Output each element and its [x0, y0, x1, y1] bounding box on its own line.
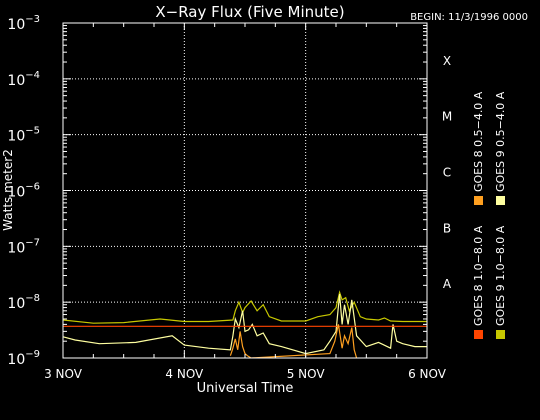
- y-axis-label: Watts meter2: [1, 149, 15, 231]
- begin-date-label: BEGIN: 11/3/1996 0000: [410, 12, 528, 23]
- legend-label: GOES 9 0.5−4.0 A: [494, 91, 507, 192]
- y-tick-label: 10−5: [7, 126, 40, 145]
- x-tick-label: 5 NOV: [287, 367, 326, 381]
- x-tick-label: 4 NOV: [165, 367, 204, 381]
- y-tick-label: 10−9: [7, 349, 40, 368]
- series-line: [229, 324, 358, 358]
- legend-swatch: [474, 196, 483, 205]
- chart-title: X−Ray Flux (Five Minute): [155, 3, 344, 21]
- x-tick-label: 3 NOV: [44, 367, 83, 381]
- flare-class-label: X: [443, 54, 451, 68]
- legend: GOES 8 1.0−8.0 A GOES 8 0.5−4.0 A GOES 9 1…: [472, 91, 507, 339]
- series-line: [63, 290, 427, 324]
- legend-swatch: [496, 330, 505, 339]
- legend-label: GOES 9 1.0−8.0 A: [494, 225, 507, 326]
- flare-class-label: B: [443, 221, 451, 235]
- flare-class-label: A: [443, 277, 452, 291]
- legend-label: GOES 8 1.0−8.0 A: [472, 225, 485, 326]
- legend-swatch: [496, 196, 505, 205]
- legend-swatch: [474, 330, 483, 339]
- x-axis-label: Universal Time: [197, 381, 294, 396]
- flare-class-label: C: [443, 166, 451, 180]
- flare-class-label: M: [442, 110, 452, 124]
- y-tick-label: 10−6: [7, 182, 40, 201]
- y-tick-label: 10−3: [7, 14, 40, 33]
- x-tick-label: 6 NOV: [408, 367, 447, 381]
- y-tick-label: 10−4: [7, 70, 40, 89]
- series-line: [63, 293, 427, 355]
- y-tick-label: 10−7: [7, 237, 40, 256]
- legend-label: GOES 8 0.5−4.0 A: [472, 91, 485, 192]
- y-tick-label: 10−8: [7, 293, 40, 312]
